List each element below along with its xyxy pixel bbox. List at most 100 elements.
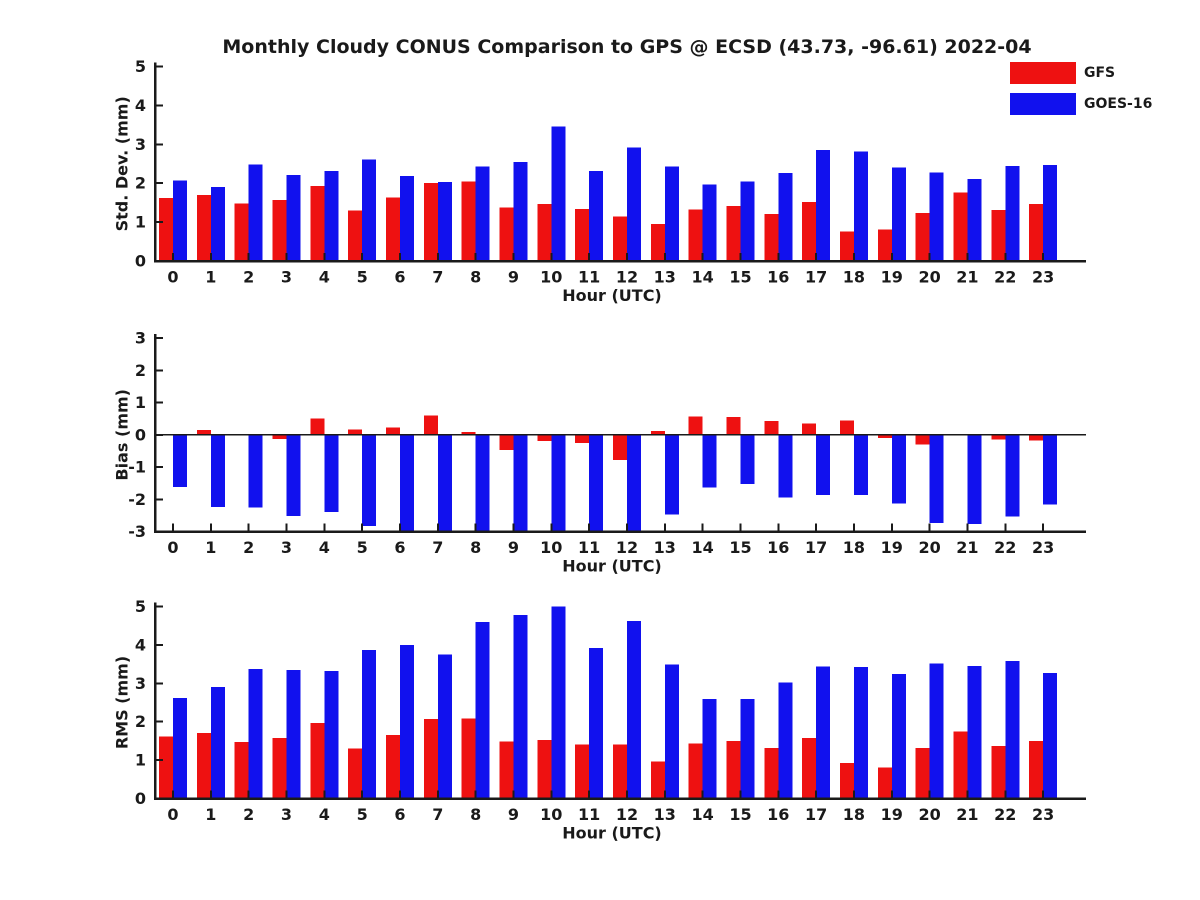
x-tick-label: 0 xyxy=(167,538,178,557)
x-tick-label: 14 xyxy=(691,538,713,557)
x-tick-label: 11 xyxy=(578,538,600,557)
bar xyxy=(589,647,604,799)
bar xyxy=(764,748,779,799)
bar xyxy=(399,644,414,799)
bar xyxy=(915,434,930,445)
bar xyxy=(499,741,514,799)
x-tick-label: 11 xyxy=(578,805,600,824)
bar xyxy=(513,614,528,799)
bar xyxy=(461,718,476,799)
bar xyxy=(324,434,339,512)
bar xyxy=(891,434,906,504)
bar xyxy=(348,748,363,799)
bar xyxy=(537,740,552,799)
x-tick-label: 18 xyxy=(843,268,865,287)
bar xyxy=(991,745,1006,799)
bar xyxy=(612,434,627,460)
bar xyxy=(967,666,982,799)
bar xyxy=(929,434,944,523)
bar xyxy=(385,197,400,261)
x-tick-label: 13 xyxy=(654,805,676,824)
y-axis-title: Bias (mm) xyxy=(113,389,132,481)
x-tick-label: 18 xyxy=(843,805,865,824)
rms-bars-goes-16 xyxy=(173,606,1058,799)
x-tick-label: 14 xyxy=(691,268,713,287)
x-tick-label: 13 xyxy=(654,268,676,287)
bar xyxy=(915,748,930,799)
bar xyxy=(802,737,817,799)
x-tick-label: 17 xyxy=(805,268,827,287)
bar xyxy=(1043,164,1058,261)
y-axis-title: RMS (mm) xyxy=(113,656,132,749)
bar xyxy=(664,434,679,515)
x-tick-label: 20 xyxy=(918,268,940,287)
bar xyxy=(475,621,490,799)
bar xyxy=(286,434,301,517)
x-tick-label: 16 xyxy=(767,538,789,557)
x-tick-label: 6 xyxy=(394,538,405,557)
bar xyxy=(234,203,249,261)
x-tick-label: 15 xyxy=(729,538,751,557)
x-axis-title: Hour (UTC) xyxy=(562,557,662,576)
bar xyxy=(513,162,528,261)
x-tick-label: 8 xyxy=(470,805,481,824)
bar xyxy=(612,744,627,799)
bar xyxy=(688,209,703,261)
bar xyxy=(272,199,287,261)
bar xyxy=(461,181,476,261)
y-tick-label: 1 xyxy=(135,393,146,412)
bar xyxy=(764,420,779,435)
bar xyxy=(385,427,400,435)
bar xyxy=(953,192,968,261)
bar xyxy=(915,213,930,261)
bar xyxy=(272,434,287,439)
bar xyxy=(159,736,173,799)
legend-item-gfs: GFS xyxy=(1010,62,1152,84)
bar xyxy=(1005,434,1020,517)
x-tick-label: 3 xyxy=(281,538,292,557)
bar xyxy=(551,434,566,532)
x-tick-label: 6 xyxy=(394,268,405,287)
bar xyxy=(575,208,590,261)
x-tick-label: 23 xyxy=(1032,538,1054,557)
bar xyxy=(991,434,1006,440)
x-tick-label: 14 xyxy=(691,805,713,824)
bar xyxy=(702,434,717,488)
bar xyxy=(475,434,490,532)
bar xyxy=(853,151,868,261)
y-tick-label: 3 xyxy=(135,329,146,348)
bar xyxy=(877,767,892,799)
bar xyxy=(664,664,679,799)
bar xyxy=(626,147,641,261)
x-tick-label: 3 xyxy=(281,268,292,287)
x-tick-label: 21 xyxy=(956,805,978,824)
y-tick-label: 2 xyxy=(135,361,146,380)
y-tick-label: 2 xyxy=(135,712,146,731)
x-tick-label: 23 xyxy=(1032,805,1054,824)
x-tick-label: 10 xyxy=(540,805,562,824)
y-tick-label: -2 xyxy=(128,490,146,509)
bar xyxy=(839,763,854,799)
bar xyxy=(310,185,325,261)
bar xyxy=(437,434,452,532)
bar xyxy=(461,432,476,435)
bar xyxy=(1005,661,1020,799)
bar xyxy=(967,434,982,524)
bar xyxy=(650,761,665,799)
bar xyxy=(310,722,325,799)
x-tick-label: 22 xyxy=(994,805,1016,824)
bar xyxy=(929,172,944,261)
x-tick-label: 22 xyxy=(994,268,1016,287)
x-tick-label: 5 xyxy=(357,538,368,557)
x-tick-label: 7 xyxy=(432,268,443,287)
x-tick-label: 15 xyxy=(729,268,751,287)
bar xyxy=(1029,204,1044,261)
x-tick-label: 20 xyxy=(918,805,940,824)
bar xyxy=(877,434,892,438)
bar xyxy=(210,687,225,799)
x-tick-label: 10 xyxy=(540,268,562,287)
bar xyxy=(650,431,665,435)
bar xyxy=(991,210,1006,261)
x-tick-label: 9 xyxy=(508,538,519,557)
